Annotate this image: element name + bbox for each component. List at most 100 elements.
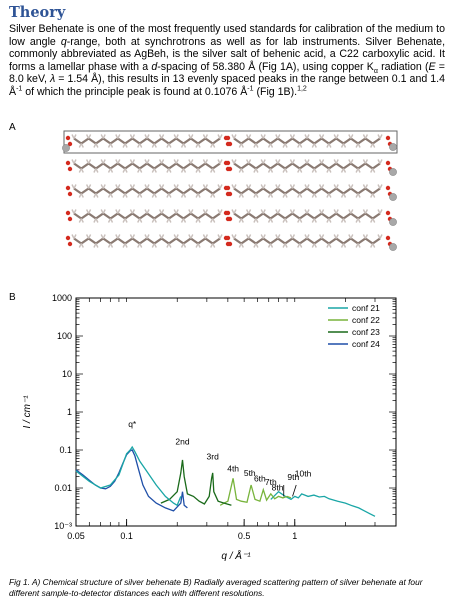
y-tick-label: 10⁻³ [54, 521, 72, 531]
hydrogen-bond [80, 168, 84, 173]
hydrogen-bond [131, 159, 136, 164]
peak-label: 4th [227, 464, 239, 474]
hydrogen-bond [269, 168, 274, 173]
hydrogen-bond [139, 143, 143, 148]
hydrogen-bond [313, 193, 317, 198]
hydrogen-bond [313, 168, 317, 173]
oxygen-atom [67, 241, 73, 247]
hydrogen-bond [80, 218, 84, 223]
hydrogen-bond [102, 234, 106, 239]
hydrogen-bond [372, 143, 376, 148]
hydrogen-bond [73, 159, 77, 164]
hydrogen-bond [269, 218, 274, 223]
hydrogen-bond [146, 184, 150, 189]
hydrogen-bond [372, 168, 376, 173]
citation-refs: 1,2 [297, 85, 307, 93]
hydrogen-bond [335, 184, 339, 189]
oxygen-atom [65, 235, 71, 241]
hydrogen-bond [87, 159, 92, 164]
hydrogen-bond [190, 159, 194, 164]
oxygen-atom [67, 191, 73, 197]
hydrogen-bond [219, 159, 223, 164]
hydrogen-bond [247, 209, 252, 214]
hydrogen-bond [117, 134, 121, 139]
carbon-chain [233, 187, 381, 195]
hydrogen-bond [342, 143, 347, 148]
silver-atom [389, 243, 397, 251]
hydrogen-bond [350, 134, 354, 139]
hydrogen-bond [87, 234, 92, 239]
hydrogen-bond [350, 159, 354, 164]
hydrogen-bond [182, 243, 187, 248]
hydrogen-bond [233, 184, 237, 189]
hydrogen-bond [372, 218, 376, 223]
hydrogen-bond [291, 134, 296, 139]
carbon-chain [233, 137, 381, 145]
hydrogen-bond [175, 134, 179, 139]
hydrogen-bond [80, 243, 84, 248]
hydrogen-bond [219, 234, 223, 239]
silver-atom [389, 218, 397, 226]
hydrogen-bond [197, 168, 201, 173]
oxygen-atom [227, 191, 233, 197]
hydrogen-bond [124, 193, 128, 198]
legend-label: conf 22 [352, 315, 380, 325]
hydrogen-bond [240, 243, 244, 248]
hydrogen-bond [168, 168, 172, 173]
hydrogen-bond [379, 159, 383, 164]
hydrogen-bond [146, 209, 150, 214]
peak-label: 2nd [175, 436, 189, 446]
hydrogen-bond [350, 209, 354, 214]
hydrogen-bond [306, 234, 310, 239]
hydrogen-bond [190, 184, 194, 189]
scattering-plot: 0.05 0.1 0.5 1 10⁻³ 0.01 0.1 1 10 100 1000 q / Å⁻¹ I… [22, 293, 397, 562]
oxygen-atom [67, 141, 73, 147]
panel-b-label: B [9, 292, 16, 303]
hydrogen-bond [160, 184, 165, 189]
silver-atom [62, 144, 70, 152]
hydrogen-bond [284, 143, 288, 148]
hydrogen-bond [313, 143, 317, 148]
hydrogen-bond [233, 134, 237, 139]
hydrogen-bond [306, 134, 310, 139]
hydrogen-bond [204, 209, 209, 214]
figure-caption: Fig 1. A) Chemical structure of silver b… [9, 577, 423, 598]
hydrogen-bond [153, 168, 157, 173]
hydrogen-bond [284, 168, 288, 173]
hydrogen-bond [379, 234, 383, 239]
body-paragraph: Silver Behenate is one of the most frequ… [9, 23, 445, 99]
carbon-chain [73, 237, 221, 245]
hydrogen-bond [117, 209, 121, 214]
para-text: (Fig 1B). [253, 85, 298, 98]
hydrogen-bond [109, 243, 114, 248]
hydrogen-bond [190, 234, 194, 239]
oxygen-atom [385, 185, 391, 191]
molecule-row [65, 159, 397, 176]
hydrogen-bond [124, 168, 128, 173]
hydrogen-bond [364, 234, 369, 239]
hydrogen-bond [299, 143, 303, 148]
hydrogen-bond [182, 218, 187, 223]
hydrogen-bond [204, 234, 209, 239]
hydrogen-bond [124, 243, 128, 248]
hydrogen-bond [262, 209, 266, 214]
hydrogen-bond [87, 134, 92, 139]
x-tick-label: 1 [292, 531, 297, 541]
panel-a-label: A [9, 122, 16, 133]
hydrogen-bond [255, 143, 259, 148]
para-text: Silver Behenate is one of the most frequ… [9, 23, 445, 48]
hydrogen-bond [190, 209, 194, 214]
hydrogen-bond [175, 159, 179, 164]
series-line [160, 459, 232, 506]
hydrogen-bond [117, 234, 121, 239]
hydrogen-bond [95, 193, 99, 198]
hydrogen-bond [204, 134, 209, 139]
hydrogen-bond [182, 193, 187, 198]
hydrogen-bond [247, 234, 252, 239]
x-axis-label: q / Å⁻¹ [221, 549, 251, 562]
hydrogen-bond [146, 159, 150, 164]
hydrogen-bond [320, 184, 325, 189]
hydrogen-bond [350, 184, 354, 189]
hydrogen-bond [73, 234, 77, 239]
y-tick-label: 0.1 [59, 445, 72, 455]
